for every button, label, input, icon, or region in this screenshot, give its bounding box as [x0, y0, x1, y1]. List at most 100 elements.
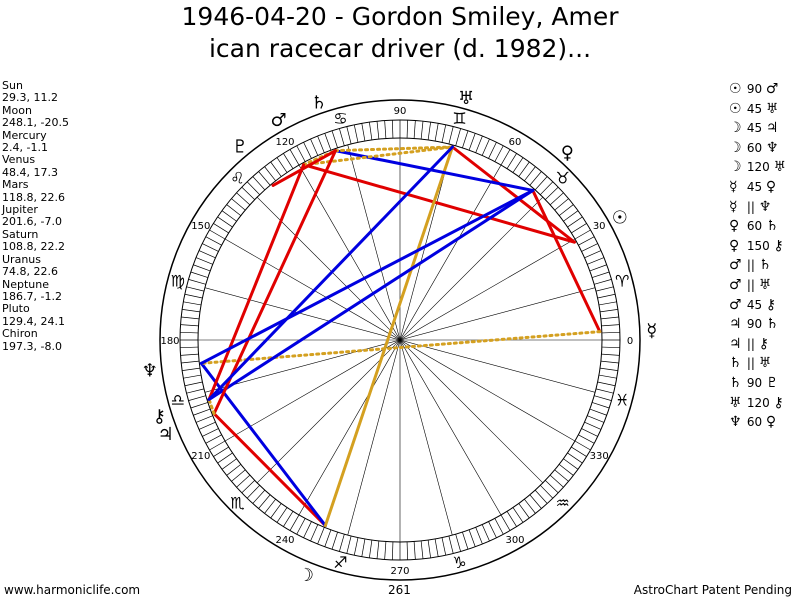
aspect-angle: || [743, 258, 759, 273]
aspect-planet-1: ☿ [729, 178, 738, 195]
degree-tick [406, 120, 409, 139]
aspect-planet-2: ♄ [765, 316, 779, 333]
aspect-planet-1: ☽ [729, 159, 742, 176]
degree-tick [296, 145, 306, 162]
degree-tick [413, 120, 416, 139]
degree-tick [188, 395, 206, 401]
aspect-angle: 45 [743, 121, 766, 136]
aspect-planet-1: ♃ [729, 316, 742, 333]
degree-tick [534, 489, 548, 504]
degree-tick [589, 264, 607, 272]
degree-tick [581, 243, 598, 252]
degree-tick [506, 511, 517, 527]
degree-tick [434, 538, 439, 557]
aspect-angle: 45 [743, 297, 766, 312]
degree-tick [563, 210, 579, 222]
planet-name-pluto: Pluto [2, 302, 30, 316]
degree-tick [384, 541, 387, 560]
degree-tick [182, 309, 201, 313]
degree-tick [494, 145, 504, 162]
degree-tick [353, 537, 359, 556]
aspect-angle: 90 [743, 82, 766, 96]
degree-tick [574, 440, 591, 451]
degree-tick [376, 540, 380, 559]
degree-tick [190, 402, 208, 409]
footer-website[interactable]: www.harmoniclife.com [4, 583, 141, 597]
footer-number: 261 [388, 583, 411, 597]
degree-tick [481, 138, 490, 156]
degree-tick [181, 316, 200, 320]
aspect-planet-1: ☉ [729, 100, 742, 117]
degree-tick [587, 257, 605, 265]
aspect-line [450, 145, 576, 244]
degree-tick [598, 374, 617, 379]
degree-tick [276, 157, 288, 173]
degree-tick [475, 135, 483, 153]
aspect-planet-1: ☽ [729, 120, 742, 137]
aspect-row: ☽ 120 ♅ [729, 158, 788, 178]
degree-tick [188, 279, 206, 285]
aspect-line [207, 188, 535, 401]
degree-tick [202, 243, 219, 252]
aspect-planet-1: ☿ [729, 198, 738, 215]
degree-tick [434, 123, 439, 142]
aspect-planet-1: ♆ [729, 414, 742, 431]
degree-tick [594, 279, 612, 285]
degree-label: 210 [191, 451, 210, 462]
degree-tick [592, 271, 610, 278]
degree-tick [595, 286, 614, 292]
degree-label: 240 [275, 535, 294, 546]
degree-tick [540, 181, 554, 195]
degree-tick [339, 128, 345, 146]
degree-tick [558, 464, 574, 476]
degree-label: 300 [505, 535, 524, 546]
degree-tick [455, 534, 461, 552]
aspect-angle: 60 [743, 219, 766, 234]
degree-tick [587, 415, 605, 423]
degree-tick [296, 518, 306, 535]
degree-tick [600, 360, 619, 364]
degree-tick [571, 446, 587, 457]
planet-venus-icon: ♀ [561, 143, 574, 164]
degree-tick [600, 316, 619, 320]
degree-tick [180, 331, 199, 334]
degree-label: 270 [390, 566, 409, 577]
aspect-line [302, 163, 576, 244]
degree-tick [488, 142, 497, 159]
degree-tick [324, 529, 332, 547]
planet-name-sun: Sun [2, 79, 23, 92]
degree-tick [184, 381, 203, 387]
planet-name-mars: Mars [2, 178, 29, 192]
zodiac-sign-icon: ♓ [615, 391, 629, 410]
degree-tick [339, 534, 345, 552]
planet-jupiter-icon: ♃ [158, 424, 174, 445]
degree-tick [231, 469, 246, 482]
aspect-line [302, 145, 454, 167]
degree-tick [601, 324, 620, 327]
degree-tick [468, 133, 476, 151]
degree-tick [448, 535, 454, 554]
aspect-angle: || [743, 199, 759, 214]
planet-mercury-icon: ☿ [646, 320, 657, 341]
degree-tick [420, 121, 424, 140]
degree-tick [529, 171, 542, 186]
degree-tick [584, 421, 602, 430]
degree-tick [500, 514, 511, 531]
degree-tick [595, 388, 614, 394]
aspect-angle: 90 [743, 375, 766, 390]
aspect-row: ♂ || ♄ [729, 256, 788, 276]
degree-tick [193, 264, 211, 272]
degree-tick [584, 250, 602, 259]
degree-tick [217, 452, 233, 464]
degree-tick [276, 507, 288, 523]
degree-tick [441, 537, 447, 556]
planet-name-venus: Venus [2, 153, 36, 167]
degree-tick [270, 503, 282, 519]
degree-tick [500, 149, 511, 166]
degree-tick [310, 524, 319, 542]
degree-label: 330 [590, 451, 609, 462]
zodiac-sign-icon: ♎ [171, 391, 185, 410]
degree-tick [236, 192, 251, 206]
zodiac-sign-icon: ♌ [230, 168, 244, 187]
degree-tick [283, 511, 294, 527]
